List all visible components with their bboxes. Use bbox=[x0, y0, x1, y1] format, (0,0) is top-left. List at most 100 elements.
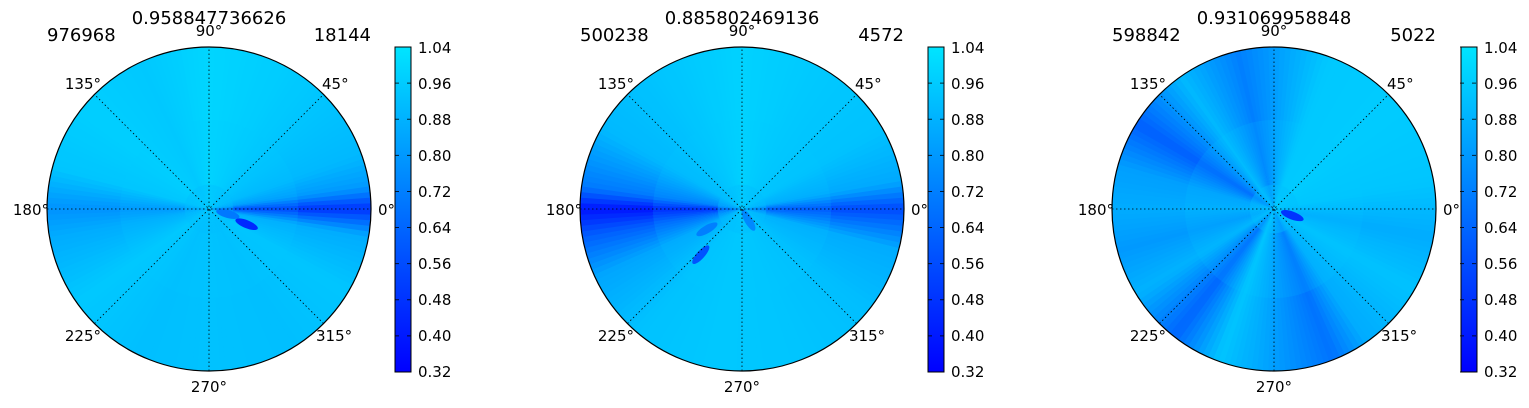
contour-sector bbox=[742, 186, 755, 209]
contour-sector bbox=[763, 219, 824, 252]
contour-sector bbox=[765, 215, 829, 237]
contour-sector bbox=[183, 204, 209, 209]
contour-sector bbox=[1274, 188, 1290, 209]
contour-sector bbox=[1234, 230, 1265, 292]
contour-sector bbox=[1285, 47, 1303, 122]
angle-label-45: 45° bbox=[1387, 75, 1414, 93]
contour-sector bbox=[1215, 138, 1259, 191]
contour-sector bbox=[1360, 226, 1434, 249]
contour-sector bbox=[580, 192, 654, 204]
contour-spot bbox=[1280, 210, 1304, 222]
contour-sector bbox=[161, 229, 197, 288]
contour-sector bbox=[786, 284, 830, 351]
contour-sector bbox=[719, 297, 734, 371]
contour-sector bbox=[62, 248, 131, 287]
contour-sector bbox=[735, 209, 742, 234]
contour-sector bbox=[296, 174, 370, 194]
contour-sector bbox=[1286, 130, 1322, 189]
contour-sector bbox=[185, 197, 209, 209]
contour-sector bbox=[1236, 125, 1265, 187]
contour-sector bbox=[658, 218, 720, 247]
contour-sector bbox=[230, 50, 254, 124]
colorbar-tick-label: 0.80 bbox=[951, 147, 984, 165]
contour-sector bbox=[759, 146, 809, 193]
contour-sector bbox=[1274, 209, 1292, 229]
contour-sector bbox=[742, 194, 764, 209]
contour-sector bbox=[1272, 209, 1274, 235]
contour-sector bbox=[716, 204, 742, 209]
contour-spot bbox=[741, 209, 756, 231]
contour-sector bbox=[582, 169, 656, 192]
colorbar-tick-label: 0.48 bbox=[1484, 291, 1517, 309]
contour-sector bbox=[1274, 191, 1294, 209]
contour-sector bbox=[47, 180, 122, 198]
contour-sector bbox=[1117, 158, 1190, 185]
contour-sector bbox=[742, 209, 768, 214]
contour-sector bbox=[1274, 196, 1297, 209]
contour-sector bbox=[680, 291, 713, 363]
contour-sector bbox=[718, 199, 742, 209]
contour-sector bbox=[1359, 230, 1433, 254]
contour-sector bbox=[1362, 217, 1436, 232]
colorbar-tick-label: 0.64 bbox=[1484, 219, 1517, 237]
contour-sector bbox=[1282, 231, 1309, 294]
contour-sector bbox=[235, 53, 265, 126]
contour-sector bbox=[1297, 213, 1363, 231]
contour-sector bbox=[228, 223, 283, 265]
contour-sector bbox=[746, 120, 764, 186]
contour-sector bbox=[742, 188, 758, 209]
contour-sector bbox=[1200, 153, 1255, 195]
contour-sector bbox=[209, 199, 233, 209]
contour-sector bbox=[725, 209, 742, 229]
contour-sector bbox=[153, 136, 195, 190]
contour-sector bbox=[209, 184, 218, 209]
contour-sector bbox=[830, 185, 904, 200]
contour-sector bbox=[1144, 104, 1206, 155]
contour-sector bbox=[1250, 199, 1274, 209]
polar-plot bbox=[46, 46, 372, 372]
colorbar-gradient bbox=[1460, 46, 1478, 373]
contour-sector bbox=[225, 141, 272, 192]
contour-spot bbox=[696, 222, 718, 237]
contour-sector bbox=[141, 146, 192, 193]
contour-sector bbox=[1260, 209, 1274, 231]
contour-sector bbox=[662, 163, 721, 198]
contour-sector bbox=[699, 230, 732, 291]
contour-sector bbox=[1282, 125, 1311, 187]
contour-sector bbox=[220, 230, 255, 289]
contour-sector bbox=[742, 197, 766, 209]
contour-sector bbox=[1350, 126, 1418, 168]
contour-sector bbox=[188, 209, 209, 224]
contour-sector bbox=[786, 67, 829, 134]
contour-sector bbox=[200, 209, 209, 234]
contour-sector bbox=[727, 187, 742, 209]
contour-sector bbox=[763, 218, 825, 249]
left-count-label: 598842 bbox=[1112, 25, 1181, 46]
contour-sector bbox=[1196, 62, 1235, 131]
contour-sector bbox=[1186, 67, 1230, 134]
contour-sector bbox=[233, 293, 261, 366]
contour-sector bbox=[150, 138, 194, 191]
colorbar-tick-label: 0.48 bbox=[951, 291, 984, 309]
contour-sector bbox=[276, 103, 338, 155]
contour-sector bbox=[1274, 209, 1289, 230]
colorbar-tick-label: 0.80 bbox=[1484, 147, 1517, 165]
contour-sector bbox=[1274, 192, 1294, 209]
angle-label-315: 315° bbox=[1381, 327, 1417, 345]
contour-sector bbox=[209, 183, 213, 209]
contour-sector bbox=[112, 73, 160, 138]
contour-sector bbox=[250, 285, 292, 353]
contour-sector bbox=[729, 186, 742, 209]
contour-sector bbox=[1251, 209, 1274, 222]
contour-sector bbox=[197, 186, 209, 209]
contour-sector bbox=[117, 282, 163, 348]
contour-sector bbox=[720, 194, 742, 209]
contour-sector bbox=[1145, 263, 1207, 315]
contour-sector bbox=[813, 112, 878, 160]
contour-sector bbox=[54, 236, 126, 266]
contour-sector bbox=[1274, 187, 1289, 209]
contour-sector bbox=[742, 187, 757, 209]
contour-sector bbox=[1212, 291, 1245, 363]
contour-sector bbox=[1296, 177, 1360, 202]
contour-sector bbox=[297, 185, 371, 200]
